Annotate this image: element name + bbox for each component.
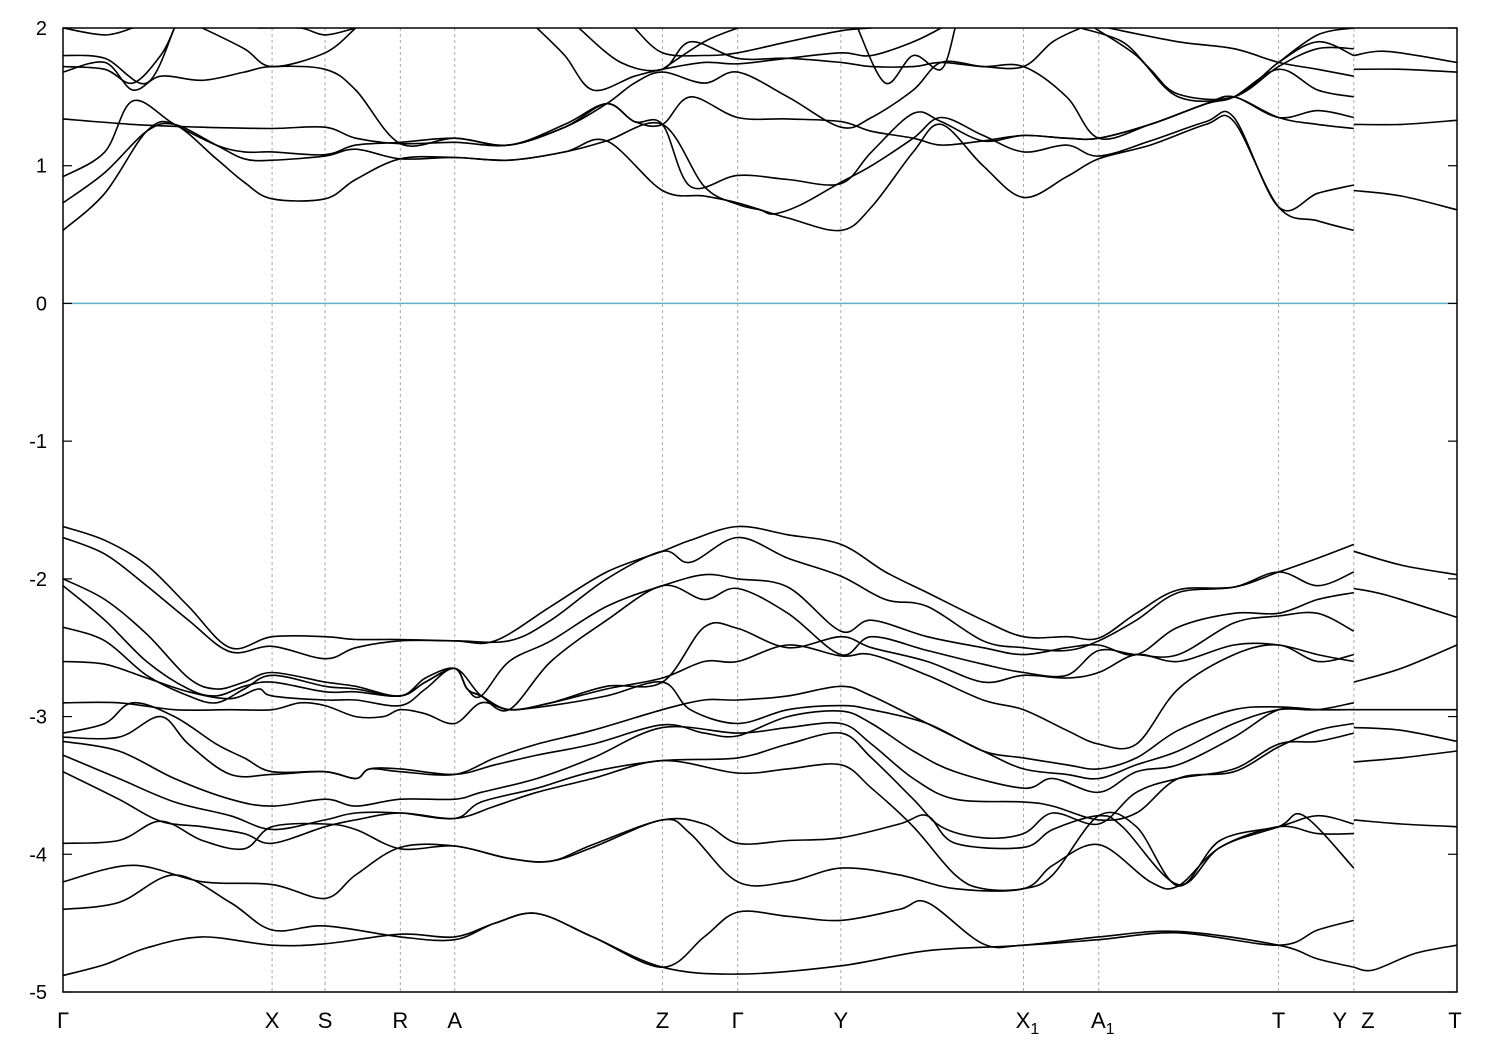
band-line-7	[63, 706, 1354, 794]
band-line-11	[63, 621, 1354, 711]
band-line-34	[1278, 28, 1354, 64]
band-line-38	[1353, 726, 1457, 743]
y-tick-label-4: -2	[29, 569, 47, 591]
band-line-29	[661, 28, 739, 70]
band-line-44	[1353, 119, 1457, 126]
band-line-17	[63, 110, 1354, 215]
kpoint-label-1: X	[265, 1008, 280, 1033]
band-line-4	[63, 759, 1354, 892]
kpoint-subscript-8: 1	[1030, 1021, 1039, 1038]
kpoint-label-12: Z	[1361, 1008, 1374, 1033]
kpoint-label-6: Γ	[732, 1008, 744, 1033]
kpoint-label-10: T	[1272, 1008, 1285, 1033]
band-line-45	[1353, 68, 1457, 73]
y-tick-label-6: -4	[29, 844, 47, 866]
band-line-5	[63, 731, 1354, 839]
band-line-43	[1353, 189, 1457, 211]
band-line-24	[202, 28, 357, 68]
kpoint-label-9: A1	[1091, 1008, 1115, 1038]
kpoint-subscript-9: 1	[1106, 1021, 1115, 1038]
band-line-23	[63, 28, 133, 36]
band-line-20	[63, 60, 1354, 147]
band-line-21	[63, 28, 176, 85]
kpoint-label-4: A	[447, 1008, 462, 1033]
band-line-46	[1353, 50, 1457, 64]
band-line-28	[633, 28, 872, 57]
band-line-0	[63, 912, 1354, 977]
kpoint-label-0: Γ	[57, 1008, 69, 1033]
band-line-36	[1353, 819, 1457, 828]
y-tick-label-3: -1	[29, 431, 47, 453]
kpoint-label-5: Z	[656, 1008, 669, 1033]
band-line-3	[63, 814, 1354, 886]
kpoint-label-2: S	[318, 1008, 333, 1033]
k-point-labels: Γ X S R A Z Γ Y X1 A1 T Y Z T	[57, 1008, 1462, 1038]
band-line-35	[1353, 944, 1457, 972]
y-tick-label-7: -5	[29, 982, 47, 1004]
y-tick-label-0: 2	[36, 18, 47, 40]
band-line-8	[63, 685, 1354, 780]
kpoint-label-7: Y	[834, 1008, 849, 1033]
band-line-37	[1353, 750, 1457, 763]
band-lines	[63, 28, 1457, 977]
band-line-32	[1094, 28, 1354, 103]
band-line-6	[63, 721, 1354, 822]
band-line-16	[63, 114, 1355, 232]
band-line-15	[63, 525, 1355, 650]
band-line-9	[63, 681, 1354, 770]
band-line-2	[63, 812, 1355, 900]
y-tick-label-2: 0	[36, 293, 47, 315]
band-line-25	[258, 28, 356, 36]
band-line-41	[1353, 587, 1457, 619]
y-tick-label-5: -3	[29, 707, 47, 729]
band-line-26	[536, 28, 942, 92]
band-line-1	[63, 874, 1355, 968]
kpoint-label-13: T	[1448, 1008, 1461, 1033]
band-line-22	[63, 28, 176, 85]
symmetry-gridlines	[271, 28, 1355, 992]
kpoint-label-3: R	[392, 1008, 408, 1033]
band-line-13	[63, 573, 1354, 699]
band-line-14	[63, 536, 1355, 660]
band-line-30	[856, 28, 956, 85]
band-line-42	[1353, 550, 1457, 576]
y-axis-ticks: 2 1 0 -1 -2 -3 -4 -5	[29, 18, 1457, 1004]
y-tick-label-1: 1	[36, 156, 47, 178]
band-line-18	[63, 95, 1354, 190]
band-line-10	[63, 643, 1354, 750]
plot-frame	[62, 27, 1458, 993]
kpoint-label-11: Y	[1333, 1008, 1348, 1033]
band-line-40	[1353, 644, 1457, 683]
band-line-33	[1108, 28, 1354, 77]
kpoint-label-8: X1	[1016, 1008, 1040, 1038]
band-line-31	[1080, 28, 1355, 101]
